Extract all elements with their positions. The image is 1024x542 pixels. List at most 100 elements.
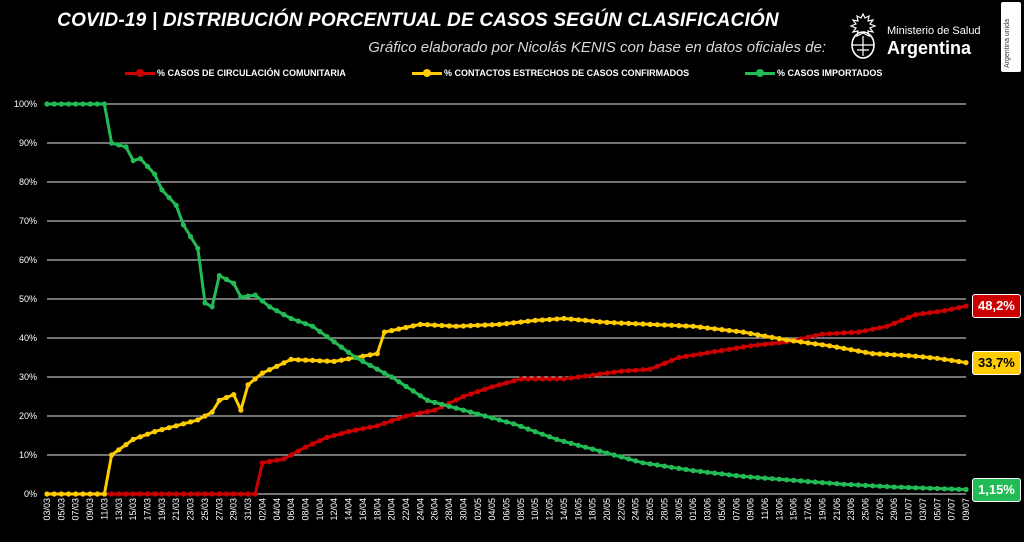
x-tick-label: 14/04 <box>344 498 354 521</box>
data-point <box>274 308 280 314</box>
x-tick-label: 05/03 <box>56 498 66 521</box>
x-tick-label: 17/06 <box>803 498 813 521</box>
data-point <box>877 325 883 331</box>
data-point <box>834 344 840 350</box>
data-point <box>769 340 775 347</box>
data-point <box>647 366 653 372</box>
legend-item-comunitaria: % CASOS DE CIRCULACIÓN COMUNITARIA <box>125 68 346 78</box>
data-point <box>374 351 380 357</box>
data-point <box>302 444 309 450</box>
x-tick-label: 13/03 <box>114 498 124 521</box>
data-point <box>468 409 474 415</box>
x-tick-label: 22/04 <box>401 498 411 521</box>
data-point <box>841 330 847 336</box>
data-point <box>159 187 165 193</box>
data-point <box>302 357 309 363</box>
data-point <box>683 466 689 473</box>
data-point <box>661 322 668 328</box>
data-point <box>331 358 337 364</box>
data-point <box>367 352 373 358</box>
data-point <box>956 486 962 492</box>
data-point <box>791 477 797 483</box>
data-point <box>848 482 854 488</box>
legend-swatch-importados <box>745 68 775 78</box>
data-point <box>252 292 258 298</box>
data-point <box>80 101 86 107</box>
x-tick-label: 03/07 <box>918 498 928 521</box>
data-point <box>439 401 445 407</box>
data-point <box>331 432 337 439</box>
data-point <box>848 347 854 353</box>
data-point <box>345 429 352 435</box>
data-point <box>906 353 912 359</box>
data-point <box>489 384 495 390</box>
data-point <box>618 320 625 326</box>
y-tick-label: 100% <box>14 99 37 109</box>
data-point <box>324 334 330 340</box>
data-point <box>137 491 143 497</box>
data-point <box>188 419 194 425</box>
data-point <box>403 413 409 419</box>
data-point <box>949 306 955 312</box>
data-point <box>525 376 531 382</box>
data-point <box>697 468 704 474</box>
data-point <box>626 368 632 374</box>
data-point <box>173 423 179 429</box>
data-point <box>884 351 890 357</box>
data-point <box>482 413 488 419</box>
data-point <box>898 484 905 490</box>
data-point <box>44 491 50 497</box>
data-point <box>539 376 546 382</box>
data-point <box>403 383 409 389</box>
data-point <box>453 397 459 403</box>
data-point <box>669 357 675 363</box>
legend-item-contactos: % CONTACTOS ESTRECHOS DE CASOS CONFIRMAD… <box>412 68 689 78</box>
data-point <box>661 360 668 366</box>
legend-swatch-comunitaria <box>125 68 155 78</box>
data-point <box>676 323 682 329</box>
data-point <box>791 338 797 344</box>
data-point <box>137 156 143 162</box>
x-tick-label: 23/06 <box>846 498 856 521</box>
legend-label-comunitaria: % CASOS DE CIRCULACIÓN COMUNITARIA <box>157 68 346 78</box>
data-point <box>812 333 818 339</box>
x-tick-label: 28/04 <box>444 498 454 521</box>
data-point <box>410 323 416 329</box>
data-point <box>295 357 301 363</box>
data-point <box>310 323 316 329</box>
data-point <box>58 101 64 107</box>
x-tick-label: 04/05 <box>487 498 497 521</box>
data-point <box>597 371 603 377</box>
data-point <box>669 464 675 470</box>
data-point <box>726 327 732 334</box>
data-point <box>561 438 567 444</box>
data-point <box>834 330 840 336</box>
y-tick-label: 70% <box>19 216 37 226</box>
data-point <box>597 319 603 325</box>
data-point <box>862 349 869 355</box>
data-point <box>920 354 926 360</box>
data-point <box>360 353 366 359</box>
legend-item-importados: % CASOS IMPORTADOS <box>745 68 882 78</box>
data-point <box>424 322 431 328</box>
logo-ministerio-text: Ministerio de Salud <box>887 25 981 37</box>
data-point <box>870 326 876 332</box>
data-point <box>381 370 387 376</box>
data-point <box>101 101 107 107</box>
data-point <box>159 427 165 433</box>
data-point <box>159 491 165 497</box>
data-point <box>152 429 158 435</box>
data-point <box>130 491 136 497</box>
data-point <box>475 322 481 328</box>
x-tick-label: 12/05 <box>545 498 555 521</box>
data-point <box>223 394 230 401</box>
data-point <box>116 491 122 497</box>
x-tick-label: 16/04 <box>358 498 368 521</box>
x-tick-label: 23/03 <box>186 498 196 521</box>
data-point <box>80 491 86 497</box>
data-point <box>374 366 380 372</box>
data-point <box>453 405 459 411</box>
data-point <box>654 363 660 369</box>
data-point <box>238 294 244 300</box>
data-point <box>963 360 969 366</box>
